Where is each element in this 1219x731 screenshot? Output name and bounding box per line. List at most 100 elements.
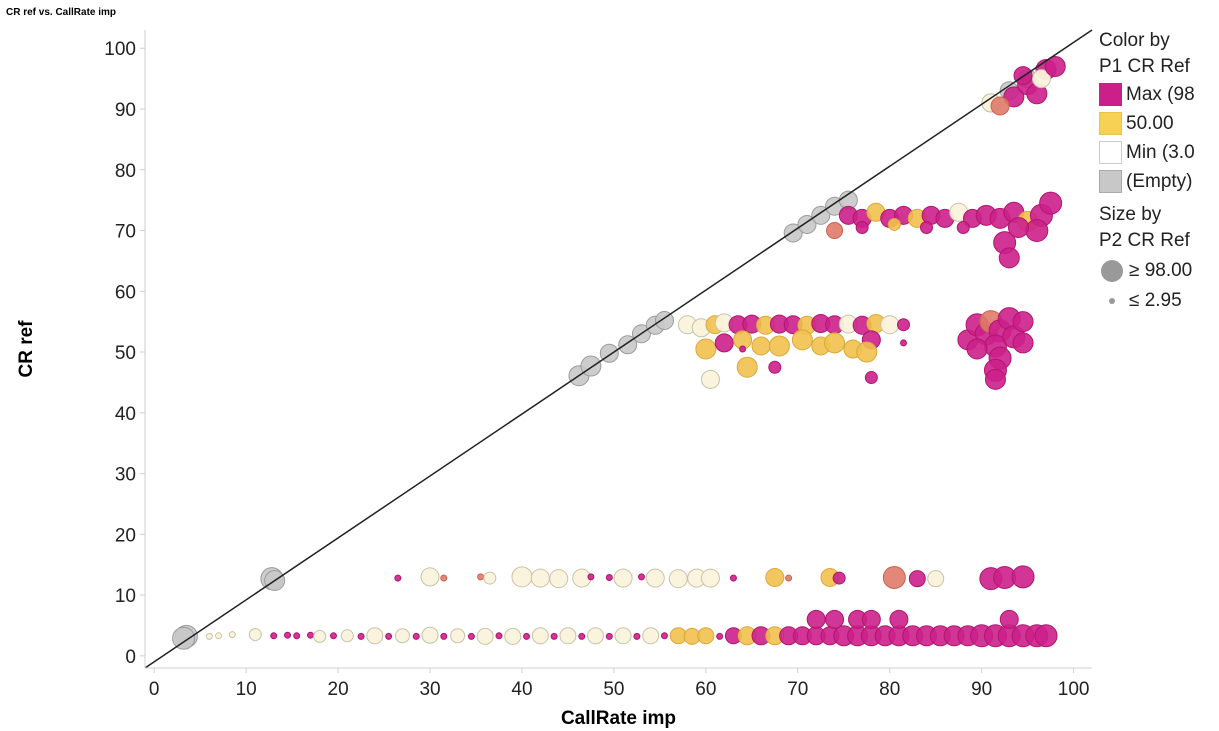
- data-point[interactable]: [172, 626, 196, 650]
- data-point[interactable]: [861, 609, 881, 629]
- data-point[interactable]: [927, 570, 945, 588]
- data-point[interactable]: [826, 222, 844, 240]
- data-point[interactable]: [882, 565, 906, 589]
- data-point[interactable]: [806, 609, 826, 629]
- data-point[interactable]: [495, 632, 503, 640]
- data-point[interactable]: [736, 356, 758, 378]
- data-point[interactable]: [998, 247, 1020, 269]
- data-point[interactable]: [855, 220, 869, 234]
- data-point[interactable]: [205, 632, 213, 640]
- data-point[interactable]: [1039, 191, 1063, 215]
- data-point[interactable]: [714, 333, 734, 353]
- data-point[interactable]: [956, 220, 970, 234]
- data-point[interactable]: [654, 310, 674, 330]
- data-point[interactable]: [412, 632, 420, 640]
- data-point[interactable]: [729, 574, 737, 582]
- data-point[interactable]: [420, 567, 440, 587]
- data-point[interactable]: [483, 571, 497, 585]
- color-legend-item[interactable]: 50.00: [1099, 109, 1217, 138]
- data-point[interactable]: [920, 220, 934, 234]
- data-point[interactable]: [897, 318, 911, 332]
- data-point[interactable]: [1025, 219, 1049, 243]
- data-point[interactable]: [394, 628, 410, 644]
- data-point[interactable]: [695, 338, 717, 360]
- data-point[interactable]: [1011, 565, 1035, 589]
- data-point[interactable]: [511, 566, 533, 588]
- data-point[interactable]: [984, 368, 1006, 390]
- data-point[interactable]: [768, 335, 790, 357]
- data-point[interactable]: [293, 632, 301, 640]
- data-point[interactable]: [645, 568, 665, 588]
- data-point[interactable]: [1031, 69, 1051, 89]
- data-point[interactable]: [880, 315, 900, 335]
- data-point[interactable]: [549, 569, 569, 589]
- data-point[interactable]: [605, 573, 613, 581]
- data-point[interactable]: [765, 567, 785, 587]
- data-point[interactable]: [887, 217, 901, 231]
- data-point[interactable]: [668, 569, 688, 589]
- data-point[interactable]: [530, 568, 550, 588]
- data-point[interactable]: [900, 339, 908, 347]
- data-point[interactable]: [531, 627, 549, 645]
- data-point[interactable]: [785, 574, 793, 582]
- data-point[interactable]: [751, 336, 771, 356]
- data-point[interactable]: [966, 338, 988, 360]
- data-point[interactable]: [824, 332, 846, 354]
- data-point[interactable]: [990, 96, 1010, 116]
- color-legend-item[interactable]: Max (98: [1099, 80, 1217, 109]
- data-point[interactable]: [633, 632, 641, 640]
- data-point[interactable]: [394, 574, 402, 582]
- data-point[interactable]: [340, 629, 354, 643]
- data-point[interactable]: [642, 627, 660, 645]
- data-point[interactable]: [440, 574, 448, 582]
- data-point[interactable]: [768, 360, 782, 374]
- data-point[interactable]: [385, 632, 393, 640]
- data-point[interactable]: [739, 345, 747, 353]
- data-point[interactable]: [697, 627, 715, 645]
- data-point[interactable]: [660, 632, 668, 640]
- data-point[interactable]: [637, 573, 645, 581]
- data-point[interactable]: [791, 329, 813, 351]
- data-point[interactable]: [476, 627, 494, 645]
- data-point[interactable]: [550, 632, 558, 640]
- data-point[interactable]: [587, 573, 595, 581]
- data-point[interactable]: [228, 631, 236, 639]
- data-point[interactable]: [889, 609, 909, 629]
- data-point[interactable]: [477, 573, 485, 581]
- data-point[interactable]: [1012, 311, 1034, 333]
- data-point[interactable]: [1044, 55, 1066, 77]
- data-point[interactable]: [797, 214, 817, 234]
- data-point[interactable]: [313, 629, 327, 643]
- data-point[interactable]: [614, 627, 632, 645]
- data-point[interactable]: [215, 632, 223, 640]
- data-point[interactable]: [811, 205, 831, 225]
- data-point[interactable]: [864, 371, 878, 385]
- data-point[interactable]: [306, 631, 314, 639]
- data-point[interactable]: [700, 568, 720, 588]
- data-point[interactable]: [613, 568, 633, 588]
- data-point[interactable]: [450, 628, 466, 644]
- data-point[interactable]: [1003, 86, 1025, 108]
- color-legend-item[interactable]: Min (3.0: [1099, 138, 1217, 167]
- data-point[interactable]: [467, 632, 475, 640]
- data-point[interactable]: [1034, 624, 1058, 648]
- data-point[interactable]: [999, 609, 1019, 629]
- data-point[interactable]: [504, 627, 522, 645]
- color-legend-item[interactable]: (Empty): [1099, 167, 1217, 196]
- data-point[interactable]: [825, 609, 845, 629]
- data-point[interactable]: [832, 571, 846, 585]
- data-point[interactable]: [440, 632, 448, 640]
- data-point[interactable]: [700, 369, 720, 389]
- data-point[interactable]: [559, 627, 577, 645]
- data-point[interactable]: [856, 341, 878, 363]
- data-point[interactable]: [329, 632, 337, 640]
- data-point[interactable]: [908, 570, 926, 588]
- data-point[interactable]: [716, 632, 724, 640]
- data-point[interactable]: [578, 632, 586, 640]
- data-point[interactable]: [587, 627, 605, 645]
- data-point[interactable]: [357, 632, 365, 640]
- data-point[interactable]: [523, 632, 531, 640]
- data-point[interactable]: [248, 628, 262, 642]
- data-point[interactable]: [605, 632, 613, 640]
- data-point[interactable]: [1012, 332, 1034, 354]
